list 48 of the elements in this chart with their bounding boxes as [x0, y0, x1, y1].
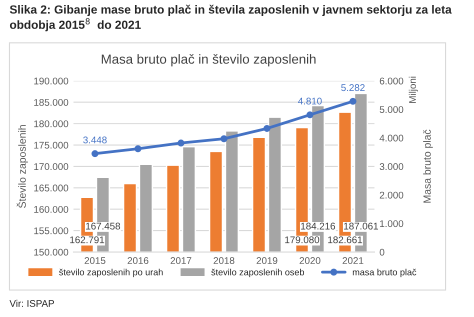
data-label: 179.080 [285, 236, 320, 244]
chart-subtitle: Masa bruto plač in število zaposlenih [102, 54, 316, 66]
point [177, 140, 184, 147]
y-axis-title: Število zaposlenih [16, 125, 28, 208]
y2-tick-label: 0 [380, 248, 384, 256]
x-tick-label: 2019 [256, 257, 278, 264]
y-tick-label: 175.000 [34, 142, 68, 149]
y-tick-label: 170.000 [34, 163, 68, 170]
data-label: 167.458 [86, 222, 120, 230]
point [263, 125, 270, 132]
y-tick-label: 160.000 [34, 206, 68, 213]
text: Miljoni [408, 76, 418, 103]
y2-tick-label: 4.000 [380, 134, 404, 142]
data-label: 184.216 [301, 222, 336, 230]
legend-label: število zaposlenih po urah [59, 268, 163, 278]
y2-tick-label: 3.000 [380, 163, 404, 170]
x-tick-label: 2017 [170, 257, 192, 264]
point [220, 135, 228, 142]
x-tick-label: 2018 [214, 257, 234, 264]
y-tick-label: 190.000 [34, 78, 68, 84]
data-label: 182.661 [328, 236, 362, 244]
data-label: 4.810 [298, 98, 322, 105]
y-tick-label: 165.000 [34, 184, 68, 192]
point [306, 111, 314, 118]
y-tick-label: 180.000 [34, 120, 68, 128]
y2-tick-label: 5.000 [380, 106, 404, 113]
point [349, 98, 356, 105]
data-label: 187.061 [344, 222, 378, 230]
y-tick-label: 155.000 [34, 227, 68, 234]
y2-tick-label: 1.000 [380, 220, 404, 228]
y2-tick-label: 2.000 [380, 192, 404, 199]
chart-title: Slika 2: Gibanje mase bruto plač in števila zaposlenih v javnem sektorju za leta obdobja 2015$^{8}$ do 2021 [10, 4, 452, 32]
point [134, 145, 142, 152]
data-label: 3.448 [83, 136, 107, 144]
point [91, 150, 98, 158]
x-tick-label: 2020 [300, 257, 320, 264]
y-tick-label: 185.000 [34, 98, 68, 106]
x-tick-label: 2015 [84, 257, 106, 264]
x-tick-label: 2016 [128, 257, 148, 264]
y2-axis-title: Masa bruto plač [423, 130, 433, 203]
text: Vir: ISPAP [10, 300, 54, 307]
y2-tick-label: 6.000 [380, 78, 404, 84]
legend-label: število zaposlenih oseb [211, 268, 304, 278]
x-tick-label: 2021 [342, 257, 364, 264]
data-label: 5.282 [341, 84, 365, 92]
legend-label: masa bruto plač [352, 268, 416, 278]
y-tick-label: 150.000 [34, 248, 68, 256]
data-label: 162.791 [70, 236, 104, 244]
